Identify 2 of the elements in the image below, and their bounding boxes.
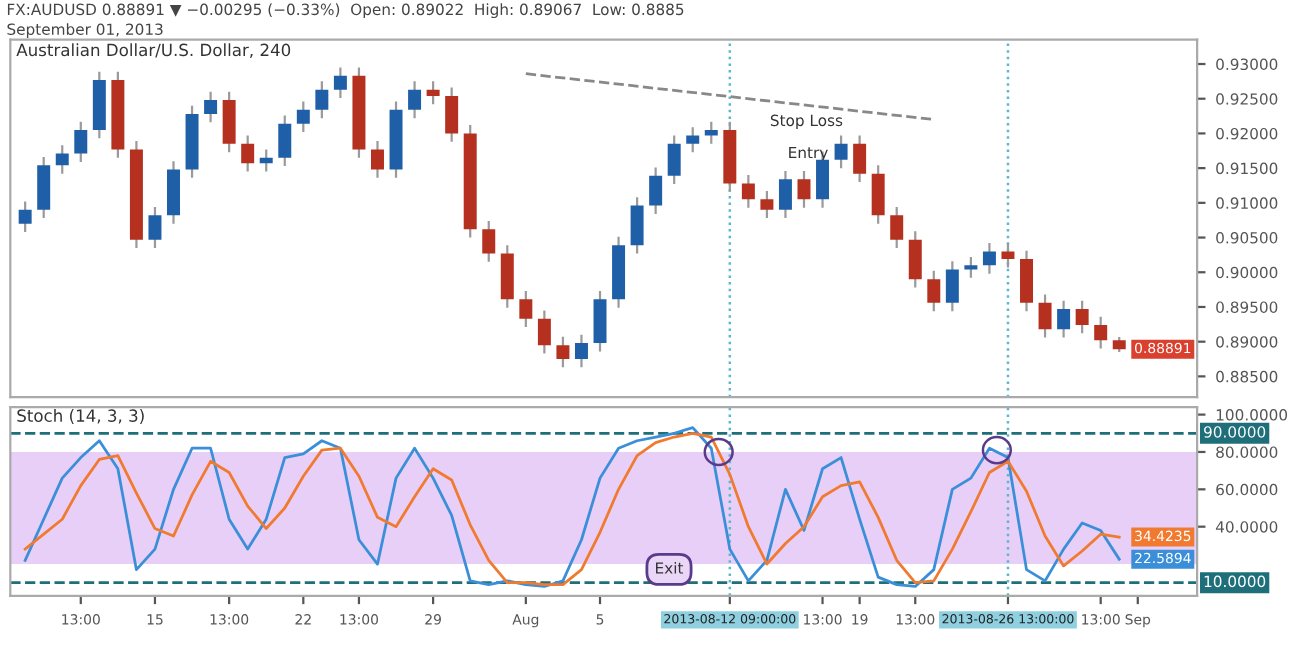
chart-title: Australian Dollar/U.S. Dollar, 240 <box>16 43 291 58</box>
chart-title: Stoch (14, 3, 3) <box>17 409 144 424</box>
